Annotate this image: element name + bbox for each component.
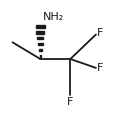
Text: F: F <box>96 28 102 38</box>
Polygon shape <box>38 43 42 45</box>
Polygon shape <box>35 25 45 28</box>
Text: NH₂: NH₂ <box>42 12 63 22</box>
Polygon shape <box>37 37 43 40</box>
Polygon shape <box>38 49 41 51</box>
Text: F: F <box>96 63 102 73</box>
Polygon shape <box>36 31 44 34</box>
Polygon shape <box>39 55 41 57</box>
Text: F: F <box>67 97 73 107</box>
